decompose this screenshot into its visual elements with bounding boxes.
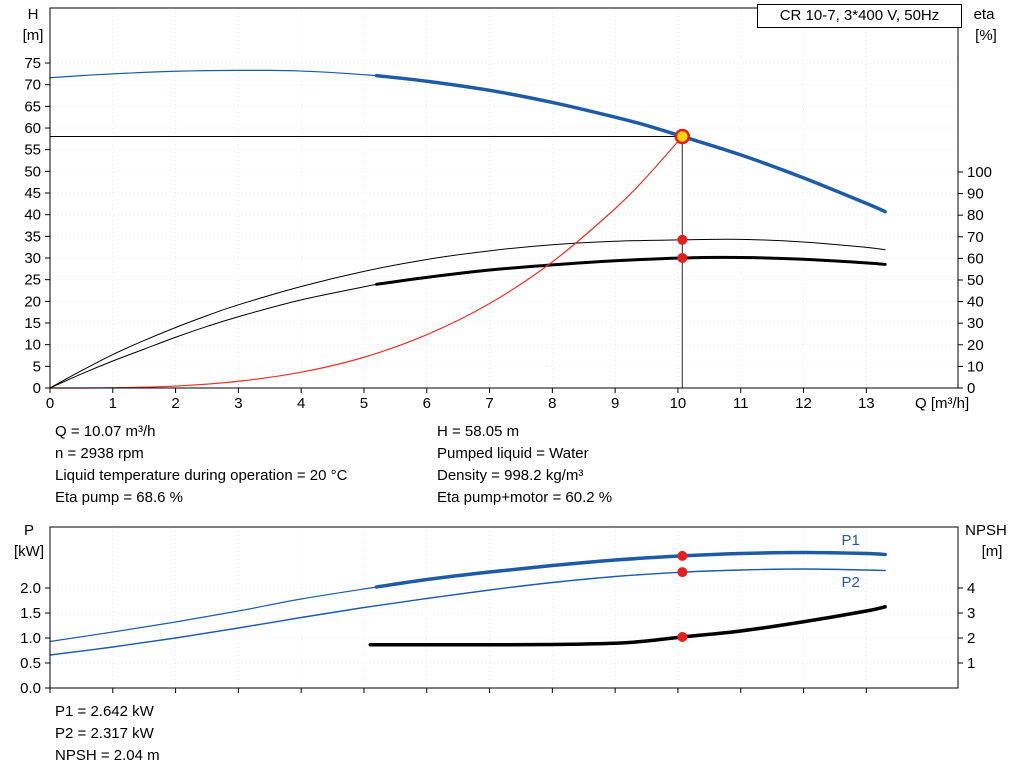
- y-right-tick-label: 4: [967, 580, 975, 597]
- y-left-tick-label: 55: [24, 142, 41, 159]
- y-left-tick-label: 25: [24, 272, 41, 289]
- npsh-point: [677, 632, 688, 642]
- system-curve: [49, 135, 683, 389]
- series-label-P1: P1: [841, 532, 859, 549]
- y-left-tick-label: 70: [24, 77, 41, 94]
- p1-curve: [374, 550, 887, 589]
- eta-pump-motor-curve-extension: [49, 283, 378, 389]
- y-right-tick-label: 80: [967, 207, 984, 224]
- y-right-tick-label: 20: [967, 337, 984, 354]
- duty-info-block-left: Q = 10.07 m³/h n = 2938 rpm Liquid tempe…: [55, 421, 347, 509]
- npsh-curve: [368, 605, 887, 647]
- axis-title: P: [24, 522, 34, 539]
- y-left-tick-label: 0: [33, 380, 41, 397]
- axis-title: [%]: [975, 27, 997, 44]
- annotation-eta-pump: Eta pump = 68.6 %: [55, 489, 183, 506]
- y-left-tick-label: 0.5: [20, 655, 41, 672]
- y-left-tick-label: 2.0: [20, 580, 41, 597]
- x-tick-label: 3: [234, 395, 242, 412]
- y-right-tick-label: 2: [967, 630, 975, 647]
- p2-curve: [49, 568, 886, 656]
- annotation-npsh: NPSH = 2.04 m: [55, 747, 160, 764]
- y-left-tick-label: 75: [24, 55, 41, 72]
- duty-point[interactable]: [674, 128, 691, 145]
- qh-eta-chart-plot-area: [49, 8, 958, 389]
- y-left-tick-label: 45: [24, 185, 41, 202]
- y-right-tick-label: 60: [967, 250, 984, 267]
- x-tick-label: 12: [795, 395, 812, 412]
- axis-title: [m]: [23, 27, 44, 44]
- y-left-tick-label: 0.0: [20, 680, 41, 697]
- annotation-p1: P1 = 2.642 kW: [55, 703, 154, 720]
- axis-title: [kW]: [14, 543, 44, 560]
- power-npsh-chart-frame: [49, 526, 959, 689]
- power-npsh-chart: 0.0 0.5 1.0 1.5 2.0 1 2 3 4 P [kW] NPSH [m] P1 P2: [14, 522, 1007, 697]
- eta-pump-point: [677, 234, 688, 245]
- y-left-tick-label: 1.0: [20, 630, 41, 647]
- y-left-tick-label: 1.5: [20, 605, 41, 622]
- x-tick-label: 2: [171, 395, 179, 412]
- y-right-tick-label: 0: [967, 380, 975, 397]
- y-left-tick-label: 10: [24, 337, 41, 354]
- x-axis-title: Q [m³/h]: [915, 395, 969, 412]
- axis-title: H: [28, 6, 39, 23]
- power-info-block: P1 = 2.642 kW P2 = 2.317 kW NPSH = 2.04 …: [55, 701, 160, 767]
- chart-title-box: CR 10-7, 3*400 V, 50Hz: [757, 4, 962, 28]
- x-tick-label: 4: [297, 395, 305, 412]
- x-tick-label: 1: [109, 395, 117, 412]
- eta-pump-motor-point: [677, 252, 688, 263]
- x-tick-label: 8: [548, 395, 556, 412]
- y-right-tick-label: 3: [967, 605, 975, 622]
- y-left-tick-label: 40: [24, 207, 41, 224]
- duty-info-block-right: H = 58.05 m Pumped liquid = Water Densit…: [437, 421, 612, 509]
- y-right-tick-label: 10: [967, 358, 984, 375]
- axis-title: eta: [974, 6, 996, 23]
- y-left-tick-label: 35: [24, 228, 41, 245]
- eta-pump-curve: [49, 238, 886, 389]
- y-right-tick-label: 50: [967, 272, 984, 289]
- axis-title: [m]: [982, 543, 1003, 560]
- y-right-tick-label: 40: [967, 294, 984, 311]
- power-npsh-chart-plot-area: [49, 527, 958, 689]
- annotation-p2: P2 = 2.317 kW: [55, 725, 154, 742]
- annotation-speed: n = 2938 rpm: [55, 445, 144, 462]
- p1-point: [677, 550, 688, 561]
- p1-curve-extension: [49, 586, 378, 643]
- y-right-tick-label: 90: [967, 186, 984, 203]
- x-tick-label: 9: [611, 395, 619, 412]
- qh-curve-extension: [49, 69, 378, 79]
- y-left-tick-label: 60: [24, 120, 41, 137]
- annotation-density: Density = 998.2 kg/m³: [437, 467, 584, 484]
- y-left-tick-label: 30: [24, 250, 41, 267]
- y-right-tick-label: 100: [967, 164, 992, 181]
- x-tick-label: 10: [670, 395, 687, 412]
- qh-eta-chart-frame: [49, 7, 959, 389]
- y-left-tick-label: 20: [24, 293, 41, 310]
- y-left-tick-label: 5: [33, 358, 41, 375]
- annotation-eta-pump-motor: Eta pump+motor = 60.2 %: [437, 489, 613, 506]
- qh-curve: [374, 73, 887, 214]
- series-label-P2: P2: [841, 574, 859, 591]
- y-right-tick-label: 70: [967, 229, 984, 246]
- annotation-head: H = 58.05 m: [437, 423, 520, 440]
- axis-title: NPSH: [965, 522, 1007, 539]
- y-right-tick-label: 1: [967, 655, 975, 672]
- annotation-flow: Q = 10.07 m³/h: [55, 423, 156, 440]
- x-tick-label: 6: [423, 395, 431, 412]
- annotation-pumped-liquid: Pumped liquid = Water: [437, 445, 589, 462]
- y-right-tick-label: 30: [967, 315, 984, 332]
- eta-pump-motor-curve: [375, 255, 887, 286]
- qh-eta-chart: 0 1 2 3 4 5 6 7 8 9 10 11 12 13 Q [m³/h]05101520253035…: [23, 6, 997, 412]
- x-tick-label: 11: [733, 395, 749, 412]
- x-tick-label: 5: [360, 395, 368, 412]
- y-left-tick-label: 15: [24, 315, 41, 332]
- annotation-liquid-temperature: Liquid temperature during operation = 20…: [55, 467, 348, 484]
- x-tick-label: 0: [46, 395, 54, 412]
- p2-point: [677, 567, 688, 578]
- y-left-tick-label: 65: [24, 98, 41, 115]
- x-tick-label: 13: [858, 395, 875, 412]
- x-tick-label: 7: [485, 395, 493, 412]
- y-left-tick-label: 50: [24, 163, 41, 180]
